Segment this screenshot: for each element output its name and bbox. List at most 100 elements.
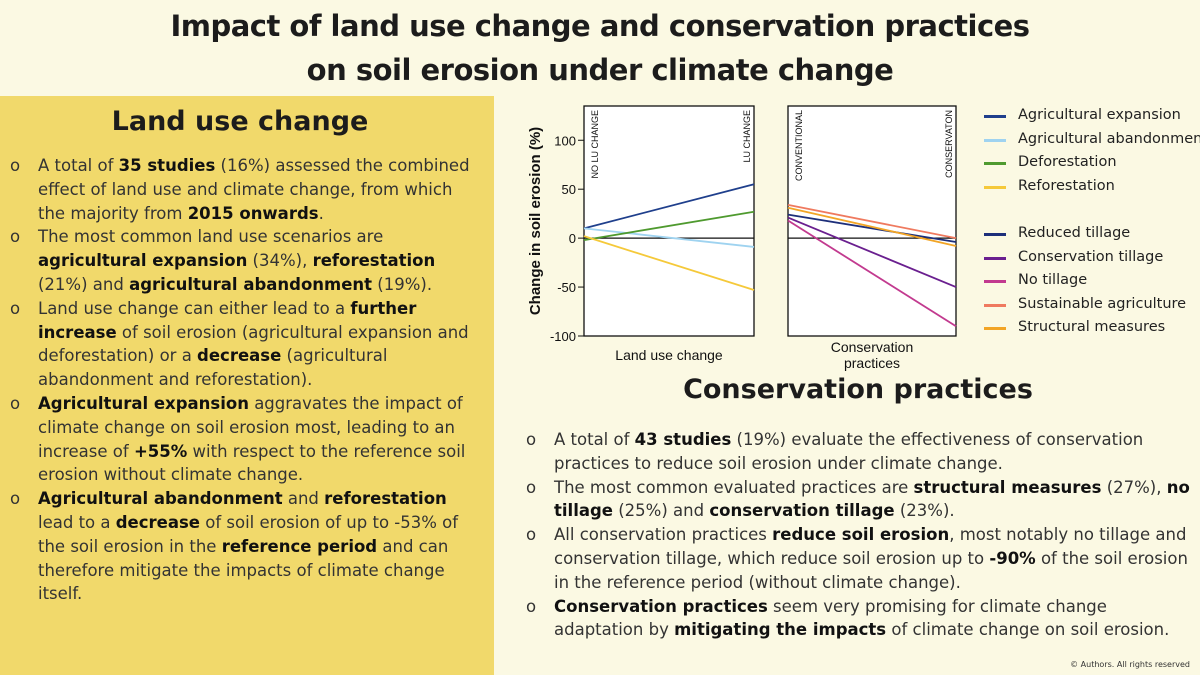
title-line-2: on soil erosion under climate change — [306, 53, 894, 87]
legend-item: Reduced tillage — [980, 222, 1200, 246]
bullet-bold-text: 43 studies — [634, 430, 732, 449]
legend-swatch — [984, 303, 1006, 307]
bullet-text: A total of — [38, 156, 119, 175]
legend-item: Reforestation — [980, 175, 1200, 199]
bullet-item: The most common land use scenarios are a… — [8, 225, 472, 296]
series-line — [583, 210, 755, 241]
bullet-text: (27%), — [1101, 477, 1167, 497]
bullet-bold-text: conservation tillage — [709, 501, 895, 521]
bullet-bold-text: decrease — [197, 346, 282, 366]
bullet-text: (19%) evaluate the effectiveness of cons… — [554, 430, 1144, 473]
legend-gap — [980, 198, 1200, 222]
bullet-item: Agricultural expansion aggravates the im… — [8, 392, 472, 487]
bullet-bold-text: reforestation — [312, 251, 436, 271]
bullet-bold-text: further increase — [38, 298, 417, 342]
bullet-text: of climate change on soil erosion. — [886, 620, 1170, 640]
bullet-item: All conservation practices reduce soil e… — [524, 523, 1192, 594]
legend-swatch — [984, 233, 1006, 236]
conservation-bullet-list: A total of 43 studies (19%) evaluate the… — [524, 428, 1192, 642]
bullet-text: The most common land use scenarios are — [38, 227, 384, 247]
bullet-bold-text: -90% — [989, 548, 1036, 568]
bullet-bold-text: mitigating the impacts — [674, 620, 887, 640]
bullet-bold-text: reforestation — [324, 489, 447, 509]
legend-item: Agricultural expansion — [980, 104, 1200, 128]
bullet-text: (23%). — [894, 501, 955, 521]
series-line — [787, 203, 957, 240]
legend-item: Sustainable agriculture — [980, 293, 1200, 317]
bullet-text: A total of — [554, 430, 635, 449]
bullet-text: (16%) assessed the combined effect of la… — [38, 156, 470, 223]
legend-item: Agricultural abandonment — [980, 128, 1200, 152]
y-tick-label: 0 — [569, 231, 576, 246]
bullet-text: The most common evaluated practices are — [554, 477, 914, 497]
legend-item: No tillage — [980, 269, 1200, 293]
bullet-bold-text: no tillage — [554, 477, 1190, 521]
bullet-text: seem very promising for climate change a… — [554, 596, 1107, 640]
legend-item: Conservation tillage — [980, 246, 1200, 270]
series-line — [787, 206, 957, 247]
legend-label: Structural measures — [1018, 319, 1166, 335]
bullet-item: Land use change can either lead to a fur… — [8, 297, 472, 392]
bullet-text: (25%) and — [613, 501, 710, 521]
bullet-text: of the soil erosion in the reference per… — [554, 548, 1188, 592]
bullet-bold-text: Agricultural expansion — [38, 393, 249, 413]
bullet-bold-text: Conservation practices — [554, 596, 768, 616]
legend-label: Reduced tillage — [1018, 225, 1131, 241]
legend-swatch — [984, 256, 1006, 260]
page-title: Impact of land use change and conservati… — [0, 4, 1200, 92]
land-use-panel: Land use change A total of 35 studies (1… — [0, 96, 494, 675]
legend-swatch — [984, 280, 1006, 283]
panel-end-label: CONSERVATON — [944, 110, 954, 178]
bullet-text: of soil erosion (agricultural expansion … — [38, 322, 469, 366]
soil-erosion-chart: Change in soil erosion (%) 100 50 0 -50 -100 N… — [527, 105, 957, 371]
bullet-text: All conservation practices — [554, 525, 773, 545]
land-use-bullet-list: A total of 35 studies (16%) assessed the… — [8, 154, 472, 606]
bullet-text: (34%), — [247, 251, 313, 271]
legend-label: Reforestation — [1018, 177, 1115, 194]
copyright-note: © Authors. All rights reserved — [1070, 660, 1190, 669]
x-axis-label: Land use change — [615, 347, 723, 363]
legend-swatch — [984, 327, 1006, 330]
panel-start-label: NO LU CHANGE — [590, 110, 600, 179]
bullet-text: (21%) and — [38, 274, 130, 294]
series-line — [583, 235, 755, 291]
bullet-item: Agricultural abandonment and reforestati… — [8, 487, 472, 606]
legend-label: Agricultural expansion — [1018, 107, 1181, 123]
bullet-bold-text: reference period — [221, 536, 378, 556]
bullet-bold-text: 35 studies — [118, 156, 216, 175]
bullet-text: . — [318, 203, 324, 223]
series-line — [787, 219, 957, 327]
y-tick-label: -50 — [557, 280, 576, 295]
bullet-item: Conservation practices seem very promisi… — [524, 595, 1192, 643]
bullet-text: Land use change can either lead to a — [38, 298, 351, 318]
bullet-text: of soil erosion of up to -53% of the soi… — [38, 512, 459, 556]
bullet-item: A total of 43 studies (19%) evaluate the… — [524, 428, 1192, 476]
legend-swatch — [984, 115, 1006, 118]
chart-legend: Agricultural expansion Agricultural aband… — [980, 104, 1200, 340]
y-tick-label: 100 — [554, 133, 576, 148]
y-tick-label: -100 — [550, 329, 576, 344]
legend-item: Deforestation — [980, 151, 1200, 175]
series-line — [787, 216, 957, 288]
bullet-text: (agricultural abandonment and reforestat… — [38, 346, 388, 390]
series-line — [583, 227, 755, 248]
bullet-item: A total of 35 studies (16%) assessed the… — [8, 154, 472, 225]
legend-item: Structural measures — [980, 316, 1200, 340]
bullet-text: lead to a — [38, 512, 116, 532]
legend-swatch — [984, 138, 1006, 142]
y-axis-label: Change in soil erosion (%) — [527, 127, 544, 315]
land-use-heading: Land use change — [111, 106, 369, 137]
series-line — [583, 183, 755, 230]
bullet-bold-text: +55% — [133, 441, 188, 461]
bullet-bold-text: 2015 onwards — [187, 203, 319, 223]
bullet-bold-text: Agricultural abandonment — [38, 489, 283, 509]
legend-swatch — [984, 162, 1006, 165]
bullet-bold-text: decrease — [115, 512, 200, 532]
legend-label: Deforestation — [1018, 154, 1117, 170]
legend-label: Conservation tillage — [1018, 248, 1164, 265]
bullet-text: and can therefore mitigate the impacts o… — [38, 536, 449, 604]
x-axis-label: Conservation practices — [831, 339, 914, 371]
bullet-text: , most notably no tillage and conservati… — [554, 525, 1187, 568]
series-line — [787, 213, 957, 243]
bullet-item: The most common evaluated practices are … — [524, 476, 1192, 524]
